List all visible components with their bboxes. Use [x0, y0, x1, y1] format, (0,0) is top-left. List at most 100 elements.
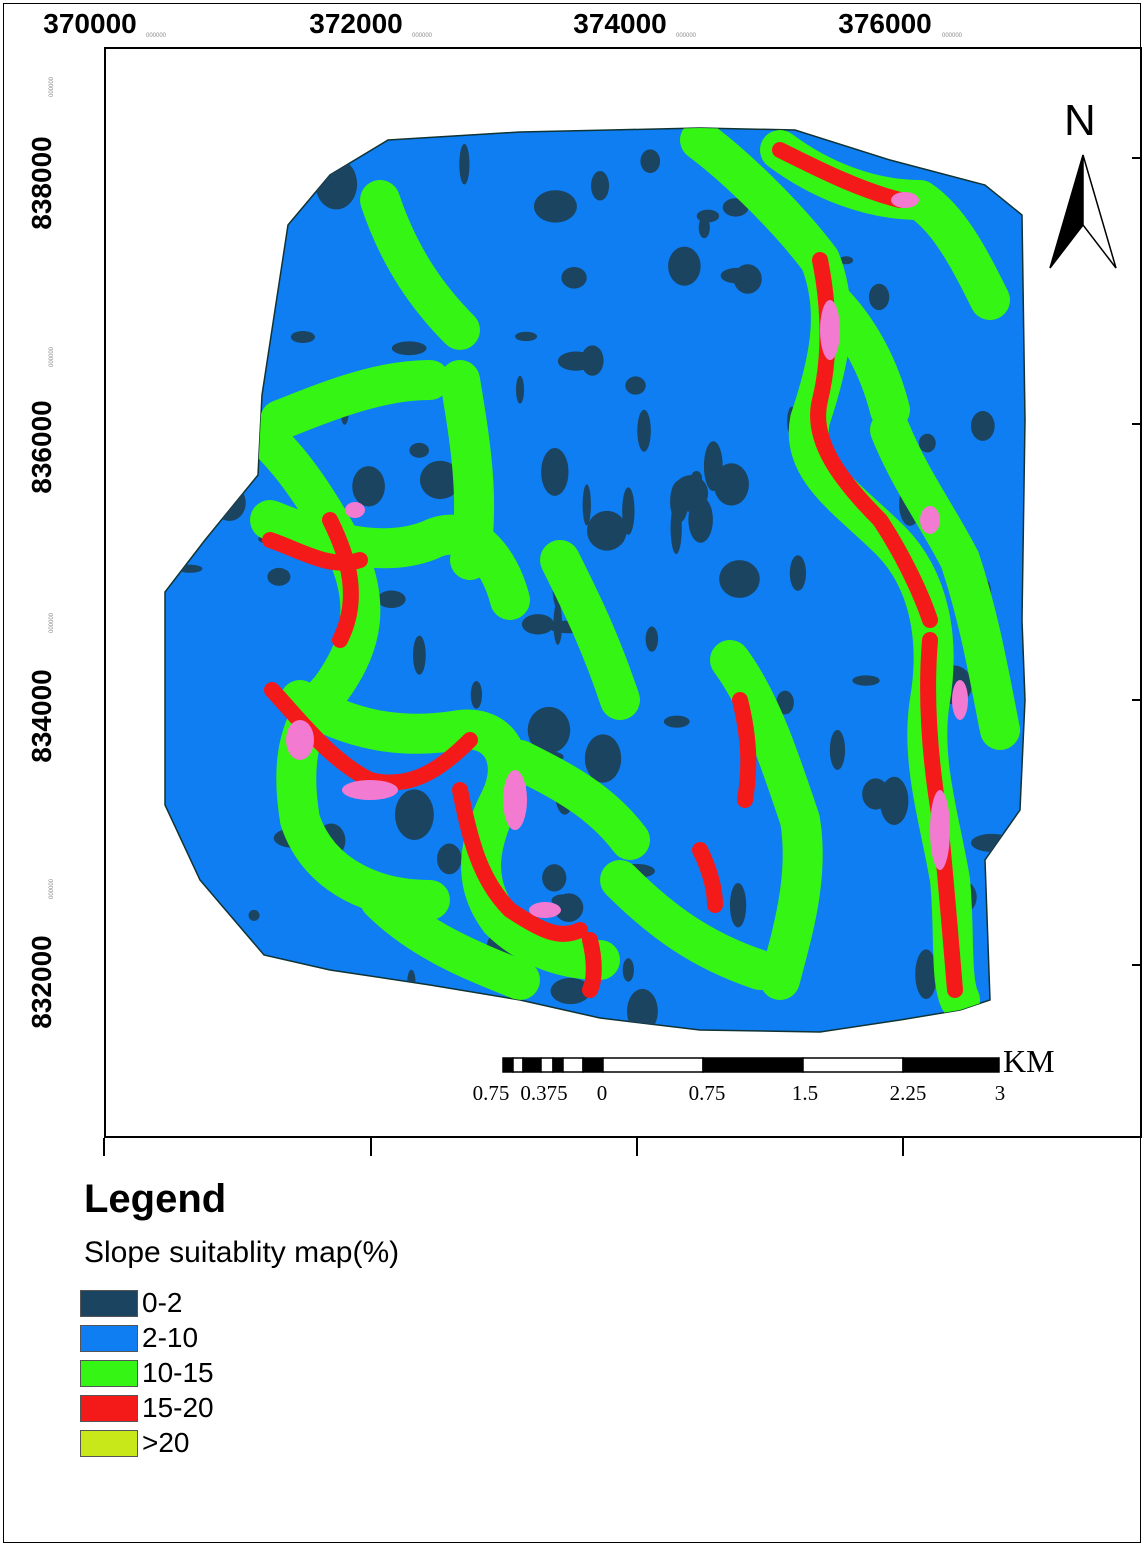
legend-swatch	[80, 1324, 138, 1352]
high-slope-patch	[286, 720, 314, 760]
low-slope-patch	[533, 190, 577, 223]
low-slope-patch	[622, 487, 635, 535]
low-slope-patch	[470, 680, 483, 709]
high-slope-patch	[891, 192, 919, 208]
x-tick-label: 374000	[573, 8, 667, 39]
legend-label: >20	[142, 1427, 190, 1458]
low-slope-patch	[550, 977, 591, 1005]
low-slope-patch	[879, 776, 909, 826]
low-slope-patch	[235, 442, 252, 464]
low-slope-patch	[586, 510, 627, 551]
legend-label: 10-15	[142, 1357, 214, 1388]
scale-label: 1.5	[791, 1081, 819, 1105]
low-slope-patch	[584, 734, 622, 783]
high-slope-patch	[529, 902, 561, 918]
low-slope-patch	[553, 602, 563, 645]
low-slope-patch	[776, 690, 794, 715]
low-slope-patch	[625, 376, 646, 395]
x-tick-label: 372000	[309, 8, 403, 39]
north-label: N	[1064, 96, 1096, 145]
high-slope-patch	[345, 502, 365, 518]
high-slope-patch	[342, 780, 398, 800]
low-slope-patch	[391, 341, 427, 356]
low-slope-patch	[637, 409, 651, 452]
scale-label: 0	[596, 1081, 608, 1105]
low-slope-patch	[377, 590, 406, 609]
low-slope-patch	[852, 675, 880, 686]
north-arrow-icon	[1049, 154, 1117, 269]
low-slope-patch	[193, 256, 227, 296]
scale-label: 0.375	[520, 1081, 568, 1105]
low-slope-patch	[829, 729, 846, 770]
low-slope-patch	[251, 255, 265, 278]
low-slope-patch	[521, 614, 555, 635]
legend-item: >20	[80, 1426, 190, 1460]
low-slope-patch	[720, 267, 754, 284]
legend-item: 2-10	[80, 1321, 198, 1355]
low-slope-patch	[645, 626, 659, 652]
low-slope-patch	[626, 988, 658, 1032]
low-slope-patch	[915, 949, 937, 1000]
scale-unit: KM	[1003, 1043, 1055, 1079]
legend-item: 10-15	[80, 1356, 214, 1390]
low-slope-patch	[591, 171, 610, 201]
scale-bar	[502, 1057, 1000, 1073]
low-slope-patch	[194, 344, 208, 368]
low-slope-patch	[789, 555, 807, 591]
low-slope-patch	[177, 564, 203, 573]
low-slope-patch	[582, 484, 591, 526]
low-slope-patch	[515, 331, 538, 342]
low-slope-patch	[324, 168, 336, 178]
low-slope-patch	[527, 706, 571, 754]
low-slope-patch	[970, 411, 995, 441]
low-slope-patch	[670, 502, 682, 554]
low-slope-patch	[698, 216, 710, 239]
low-slope-patch	[290, 331, 315, 343]
scale-label: 0.75	[688, 1081, 726, 1105]
scale-label: 0.75	[472, 1081, 510, 1105]
low-slope-patch	[409, 442, 429, 458]
high-slope-patch	[820, 300, 840, 360]
low-slope-patch	[663, 715, 690, 728]
low-slope-patch	[407, 969, 416, 994]
low-slope-patch	[703, 441, 723, 492]
class-high-highlights	[286, 192, 968, 918]
low-slope-patch	[394, 789, 434, 840]
low-slope-patch	[668, 246, 701, 286]
low-slope-patch	[267, 567, 291, 586]
legend-swatch	[80, 1429, 138, 1457]
low-slope-patch	[222, 424, 243, 476]
legend-subtitle: Slope suitablity map(%)	[84, 1236, 400, 1269]
low-slope-patch	[248, 909, 260, 921]
low-slope-patch	[224, 350, 251, 382]
low-slope-patch	[688, 496, 713, 543]
low-slope-patch	[551, 894, 576, 907]
low-slope-patch	[868, 283, 890, 311]
x-tick-suffix: 000000	[676, 33, 697, 39]
legend-label: 15-20	[142, 1392, 214, 1423]
low-slope-patch	[541, 448, 569, 496]
low-slope-patch	[729, 882, 747, 928]
low-slope-patch	[352, 466, 385, 507]
x-tick-suffix: 000000	[146, 33, 167, 39]
legend-swatch	[80, 1359, 138, 1387]
high-slope-patch	[920, 506, 940, 534]
legend-swatch	[80, 1289, 138, 1317]
low-slope-patch	[190, 407, 222, 419]
legend-swatch	[80, 1394, 138, 1422]
x-tick-label: 376000	[838, 8, 932, 39]
legend-title: Legend	[84, 1177, 227, 1221]
legend-label: 0-2	[142, 1287, 183, 1318]
high-slope-patch	[503, 770, 527, 830]
legend-item: 15-20	[80, 1391, 214, 1425]
low-slope-patch	[319, 998, 344, 1017]
high-slope-patch	[952, 680, 968, 720]
low-slope-patch	[918, 433, 936, 453]
low-slope-patch	[690, 471, 703, 486]
frame-ticks	[103, 157, 1142, 1156]
high-slope-patch	[930, 790, 950, 870]
low-slope-patch	[713, 463, 749, 506]
low-slope-patch	[413, 635, 426, 675]
class-15-20-corridors	[262, 142, 963, 998]
